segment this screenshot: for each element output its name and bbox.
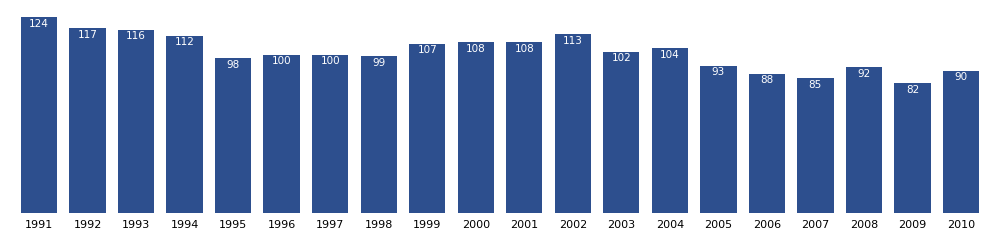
Bar — [943, 70, 979, 213]
Bar — [700, 66, 737, 212]
Bar — [409, 44, 445, 212]
Text: 100: 100 — [320, 56, 340, 66]
Bar — [506, 42, 542, 212]
Bar — [846, 68, 882, 212]
Bar — [652, 48, 688, 212]
Bar — [458, 42, 494, 212]
Text: 99: 99 — [372, 58, 385, 68]
Text: 93: 93 — [712, 68, 725, 78]
Bar — [749, 74, 785, 212]
Bar — [215, 58, 251, 212]
Text: 100: 100 — [272, 56, 291, 66]
Text: 85: 85 — [809, 80, 822, 90]
Bar — [166, 36, 203, 212]
Bar — [361, 56, 397, 212]
Bar — [69, 28, 106, 212]
Bar — [555, 34, 591, 212]
Text: 108: 108 — [466, 44, 486, 54]
Text: 90: 90 — [954, 72, 967, 82]
Text: 113: 113 — [563, 36, 583, 46]
Text: 116: 116 — [126, 31, 146, 41]
Text: 104: 104 — [660, 50, 680, 60]
Text: 98: 98 — [227, 60, 240, 70]
Text: 112: 112 — [175, 38, 195, 48]
Text: 117: 117 — [78, 30, 98, 40]
Bar — [21, 17, 57, 212]
Text: 108: 108 — [514, 44, 534, 54]
Text: 88: 88 — [760, 75, 773, 85]
Bar — [797, 78, 834, 212]
Bar — [118, 30, 154, 212]
Text: 102: 102 — [611, 53, 631, 63]
Text: 107: 107 — [417, 45, 437, 55]
Bar — [894, 83, 931, 212]
Text: 82: 82 — [906, 85, 919, 95]
Bar — [312, 55, 348, 212]
Bar — [263, 55, 300, 212]
Bar — [603, 52, 639, 212]
Text: 92: 92 — [857, 69, 870, 79]
Text: 124: 124 — [29, 18, 49, 28]
